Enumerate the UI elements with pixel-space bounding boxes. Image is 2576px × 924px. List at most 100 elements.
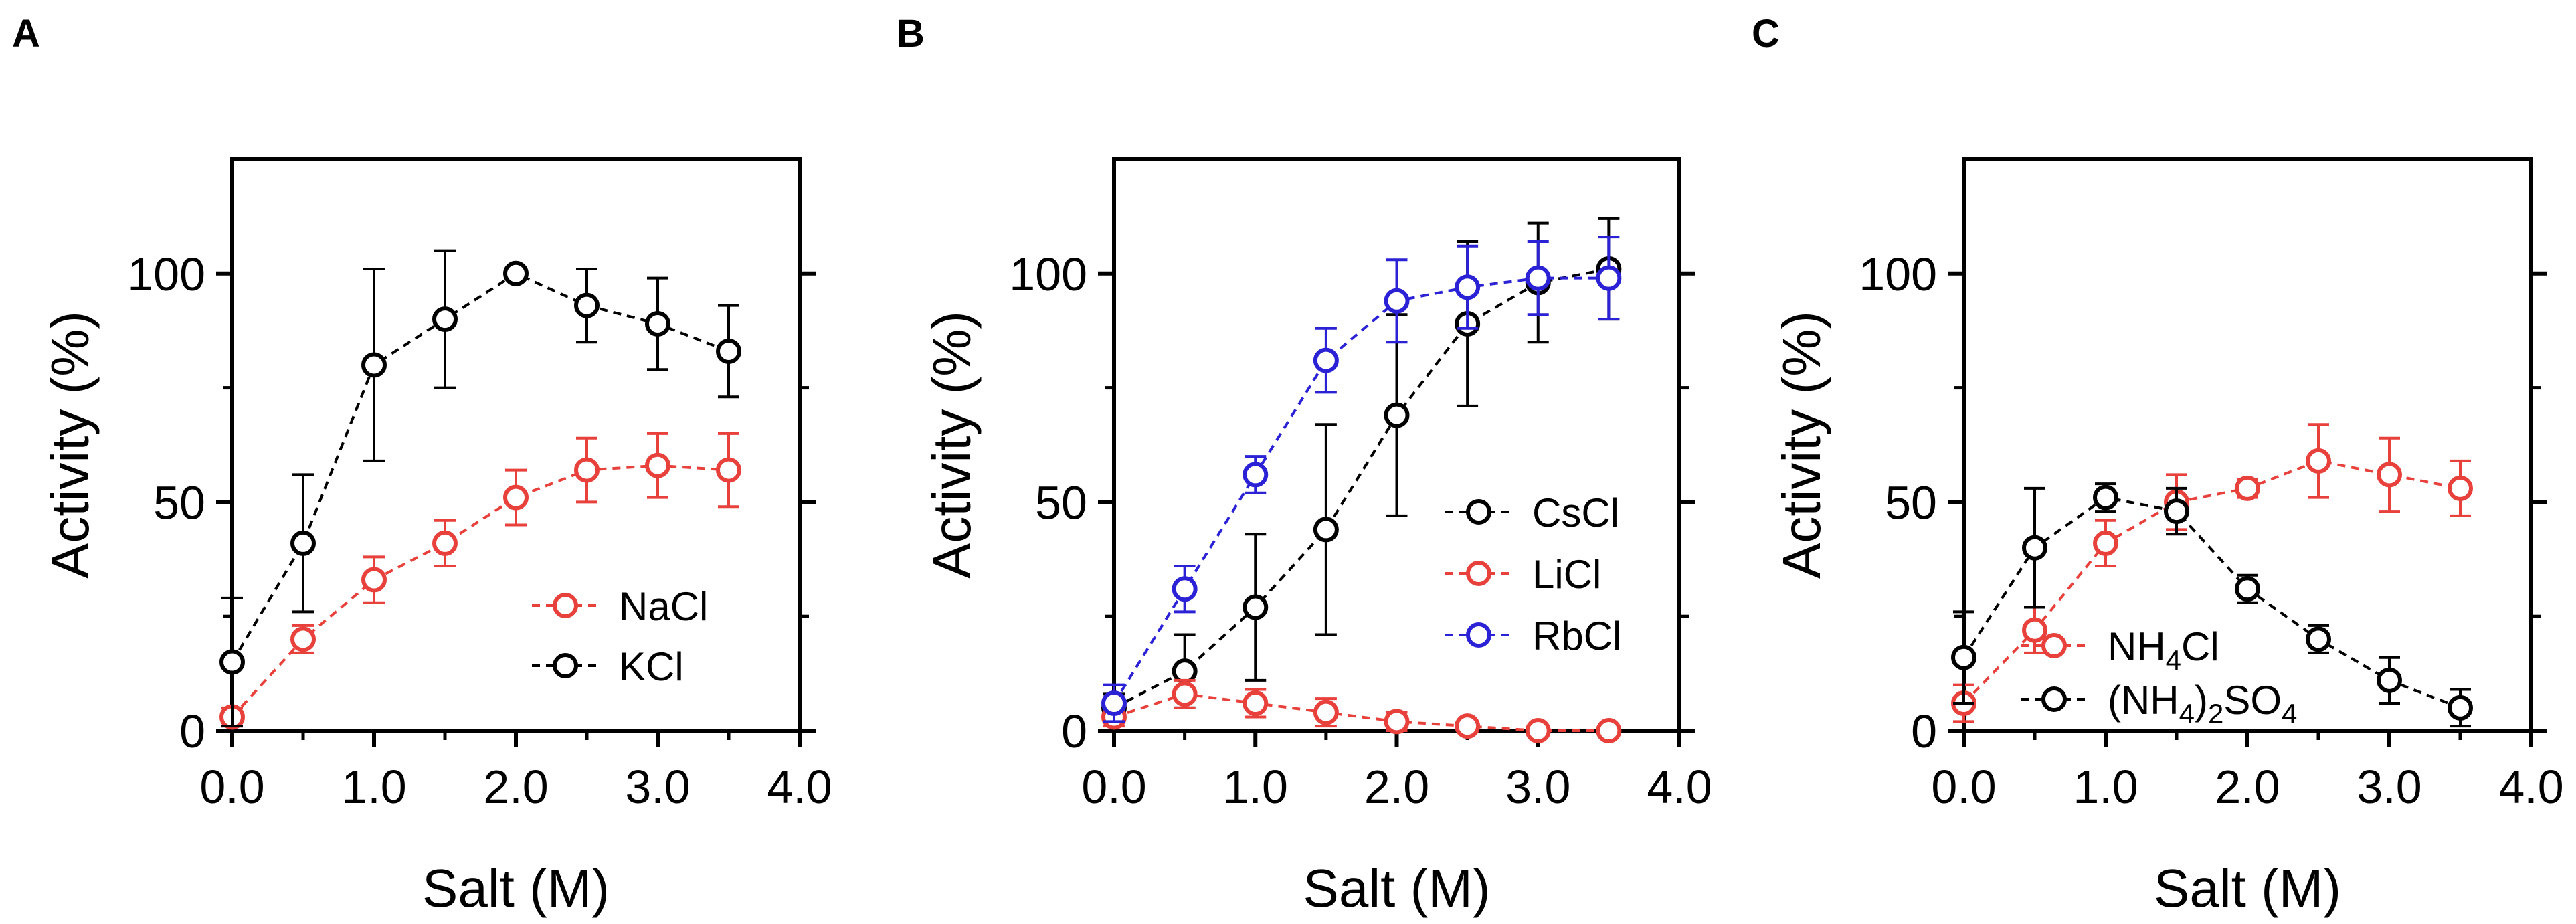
legend-marker [553, 653, 578, 678]
data-point [645, 310, 670, 337]
legend-label: (NH4)2SO4 [2108, 678, 2297, 729]
data-point [361, 567, 387, 593]
y-tick-label: 50 [1035, 476, 1087, 529]
panel-letter: B [897, 12, 925, 56]
data-point [1525, 718, 1551, 743]
data-point [1243, 594, 1269, 620]
data-point [1172, 658, 1198, 684]
series-line [1113, 276, 1609, 705]
data-point [2377, 462, 2402, 488]
data-point [1525, 265, 1551, 291]
data-point [2306, 626, 2331, 652]
data-point [361, 352, 387, 378]
data-point [503, 260, 529, 286]
series-KCl [219, 249, 741, 728]
data-point [574, 292, 600, 318]
x-tick-label: 4.0 [767, 761, 832, 813]
legend-label: LiCl [1532, 552, 1601, 597]
legend-entry: NaCl [532, 584, 708, 629]
legend-entry: LiCl [1445, 552, 1601, 597]
x-tick-label: 2.0 [2215, 761, 2280, 813]
data-point [503, 484, 529, 511]
data-point [1951, 644, 1976, 670]
y-axis-label: Activity (%) [40, 311, 100, 579]
legend-entry: CsCl [1445, 490, 1619, 535]
legend-marker [1466, 499, 1491, 525]
data-point [2164, 498, 2189, 525]
legend-label: NaCl [619, 584, 708, 629]
data-point [2235, 475, 2260, 501]
x-axis-label: Salt (M) [422, 858, 610, 918]
data-point [2022, 617, 2047, 643]
data-point [716, 457, 741, 483]
data-point [290, 530, 316, 556]
y-tick-label: 100 [1859, 248, 1937, 300]
data-point [2093, 484, 2118, 511]
x-tick-label: 3.0 [1505, 761, 1570, 813]
y-axis-label: Activity (%) [1772, 311, 1831, 579]
x-tick-label: 2.0 [483, 761, 548, 813]
x-tick-label: 4.0 [1647, 761, 1712, 813]
data-point [1313, 347, 1339, 373]
series-LiCl [1101, 678, 1622, 743]
data-point [645, 452, 670, 478]
legend-label: CsCl [1532, 490, 1619, 535]
x-axis-label: Salt (M) [1303, 858, 1491, 918]
legend-entry: (NH4)2SO4 [2021, 678, 2297, 729]
data-point [1384, 402, 1410, 428]
x-tick-label: 0.0 [1931, 761, 1996, 813]
data-point [574, 457, 600, 483]
data-point [219, 649, 245, 675]
panel-letter: C [1752, 12, 1780, 56]
data-point [1455, 274, 1481, 300]
legend-label: KCl [619, 644, 684, 689]
data-point [1313, 699, 1339, 725]
data-point [2235, 576, 2260, 602]
data-point [2022, 535, 2047, 561]
x-tick-label: 3.0 [2357, 761, 2421, 813]
series-(NH4)2SO4 [1951, 482, 2473, 728]
data-point [432, 530, 458, 556]
y-tick-label: 50 [1885, 476, 1937, 529]
data-point [2377, 667, 2402, 693]
y-tick-label: 0 [1911, 705, 1937, 757]
data-point [1101, 690, 1127, 717]
x-tick-label: 0.0 [1081, 761, 1146, 813]
y-tick-label: 0 [1061, 705, 1087, 757]
data-point [2093, 530, 2118, 556]
legend-marker [2041, 633, 2067, 658]
legend-label: RbCl [1532, 614, 1621, 658]
panel-letter: A [12, 12, 40, 56]
y-tick-label: 100 [1009, 248, 1087, 300]
legend-marker [553, 593, 578, 618]
x-tick-label: 2.0 [1364, 761, 1429, 813]
x-tick-label: 3.0 [625, 761, 690, 813]
x-tick-label: 1.0 [1223, 761, 1288, 813]
data-point [1384, 288, 1410, 314]
data-point [2306, 448, 2331, 474]
x-tick-label: 4.0 [2498, 761, 2563, 813]
series-RbCl [1101, 236, 1622, 723]
data-point [1172, 681, 1198, 707]
data-point [2448, 475, 2473, 501]
data-point [1596, 265, 1622, 291]
legend-marker [2041, 686, 2067, 712]
data-point [432, 306, 458, 333]
series-line [1962, 496, 2461, 709]
data-point [2448, 695, 2473, 721]
data-point [1596, 718, 1622, 743]
x-axis-label: Salt (M) [2154, 858, 2341, 918]
data-point [716, 338, 741, 364]
legend-entry: NH4Cl [2021, 624, 2219, 676]
panel-B: B 0.0 1.0 2.0 3.0 4.0 0 50 100 Salt (M) Activity (… [897, 12, 1712, 918]
x-tick-label: 0.0 [199, 761, 264, 813]
series-NaCl [219, 432, 741, 730]
data-point [1313, 517, 1339, 543]
data-point [1172, 576, 1198, 602]
legend-marker [1466, 622, 1491, 648]
x-tick-label: 1.0 [2073, 761, 2138, 813]
data-point [1243, 690, 1269, 717]
plot-frame [230, 157, 802, 733]
legend-label: NH4Cl [2108, 624, 2219, 676]
